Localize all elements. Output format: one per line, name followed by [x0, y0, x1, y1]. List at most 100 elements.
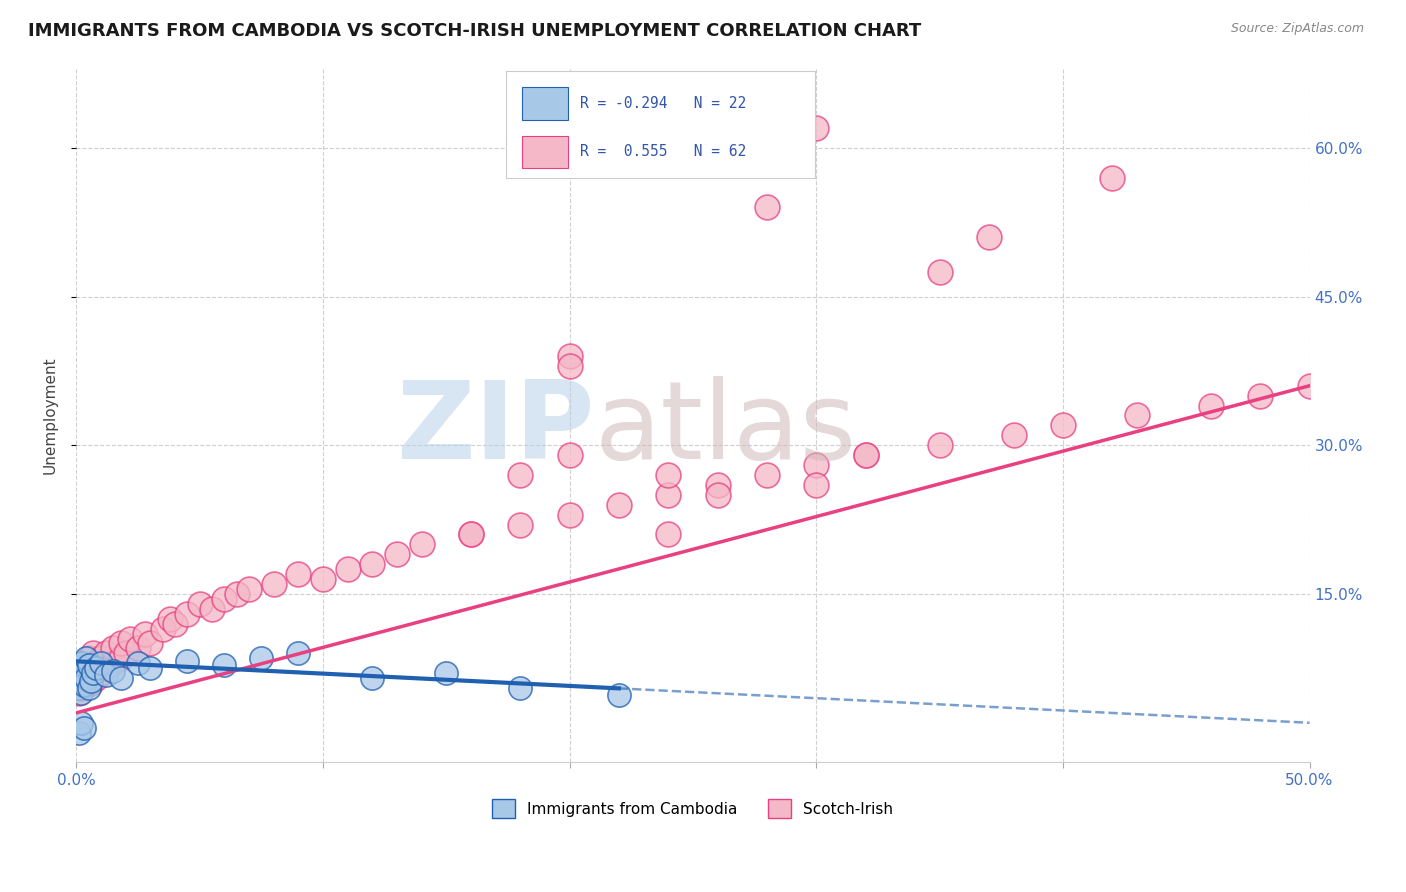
Point — [67, 661, 90, 675]
Text: ZIP: ZIP — [395, 376, 595, 483]
Text: Source: ZipAtlas.com: Source: ZipAtlas.com — [1230, 22, 1364, 36]
Point — [212, 591, 235, 606]
Point — [70, 715, 93, 730]
Point — [558, 508, 581, 522]
Point — [114, 647, 136, 661]
Point — [1249, 389, 1271, 403]
Point — [80, 676, 103, 690]
Point — [928, 265, 950, 279]
Point — [855, 448, 877, 462]
Point — [72, 721, 94, 735]
Point — [72, 665, 94, 679]
Point — [70, 657, 93, 671]
Point — [706, 488, 728, 502]
Point — [70, 666, 93, 681]
Point — [72, 678, 94, 692]
Point — [72, 657, 94, 671]
Point — [977, 230, 1000, 244]
FancyBboxPatch shape — [522, 136, 568, 168]
Point — [1052, 418, 1074, 433]
Point — [1101, 170, 1123, 185]
Point — [90, 666, 112, 681]
FancyBboxPatch shape — [522, 87, 568, 120]
Point — [804, 478, 827, 492]
Point — [434, 666, 457, 681]
Point — [94, 668, 117, 682]
Point — [411, 537, 433, 551]
Point — [1298, 378, 1320, 392]
Point — [385, 547, 408, 561]
Point — [287, 647, 309, 661]
Point — [80, 674, 103, 689]
Point — [72, 676, 94, 690]
Point — [87, 661, 110, 675]
Point — [152, 622, 174, 636]
Point — [101, 665, 124, 679]
Point — [804, 458, 827, 472]
Point — [657, 488, 679, 502]
Point — [238, 582, 260, 596]
Point — [460, 527, 482, 541]
Point — [72, 676, 94, 690]
Point — [558, 448, 581, 462]
Point — [120, 632, 142, 646]
Point — [67, 671, 90, 685]
Point — [127, 657, 149, 671]
Point — [75, 671, 97, 685]
Point — [94, 647, 117, 661]
Point — [75, 666, 97, 681]
Point — [460, 527, 482, 541]
Point — [70, 686, 93, 700]
Point — [657, 467, 679, 482]
Point — [509, 517, 531, 532]
Point — [110, 671, 132, 685]
Point — [176, 607, 198, 621]
Point — [1199, 399, 1222, 413]
Point — [287, 567, 309, 582]
Point — [159, 612, 181, 626]
Text: R = -0.294   N = 22: R = -0.294 N = 22 — [581, 96, 747, 111]
Point — [509, 681, 531, 695]
Point — [84, 661, 107, 675]
Point — [67, 725, 90, 739]
Point — [75, 678, 97, 692]
Point — [80, 661, 103, 675]
Point — [77, 658, 100, 673]
Point — [101, 657, 124, 671]
Point — [607, 498, 630, 512]
Point — [188, 597, 211, 611]
Point — [77, 651, 100, 665]
Point — [67, 686, 90, 700]
Point — [77, 671, 100, 685]
Point — [94, 661, 117, 675]
Point — [127, 641, 149, 656]
Point — [607, 688, 630, 702]
Point — [67, 681, 90, 695]
Point — [263, 577, 285, 591]
Point — [139, 661, 162, 675]
Point — [225, 587, 247, 601]
Point — [855, 448, 877, 462]
Point — [250, 651, 273, 665]
Point — [361, 557, 384, 571]
Point — [361, 671, 384, 685]
Text: R =  0.555   N = 62: R = 0.555 N = 62 — [581, 145, 747, 159]
Point — [755, 467, 778, 482]
Point — [70, 661, 93, 675]
Point — [90, 651, 112, 665]
Point — [312, 572, 335, 586]
Point — [201, 601, 224, 615]
Legend: Immigrants from Cambodia, Scotch-Irish: Immigrants from Cambodia, Scotch-Irish — [486, 793, 900, 824]
Point — [1126, 409, 1149, 423]
Point — [657, 527, 679, 541]
Point — [101, 641, 124, 656]
Y-axis label: Unemployment: Unemployment — [44, 357, 58, 475]
Point — [558, 359, 581, 373]
Point — [70, 681, 93, 695]
Point — [755, 200, 778, 214]
Point — [84, 657, 107, 671]
Point — [77, 681, 100, 695]
Point — [82, 647, 104, 661]
Point — [336, 562, 359, 576]
Point — [804, 120, 827, 135]
